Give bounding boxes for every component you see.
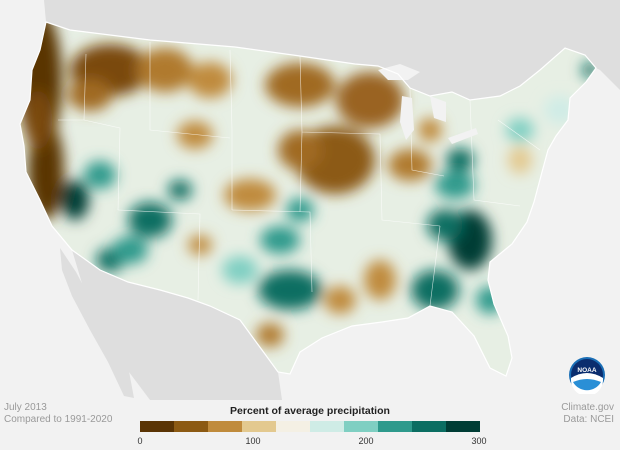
precip-anomaly-patch — [222, 256, 258, 284]
precip-anomaly-patch — [446, 148, 474, 172]
precip-anomaly-patch — [188, 62, 232, 98]
baja-peninsula — [60, 248, 134, 398]
noaa-logo: NOAA — [569, 357, 605, 394]
precip-anomaly-patch — [544, 96, 576, 124]
legend-tick-300: 300 — [471, 436, 487, 446]
precip-anomaly-patch — [388, 149, 432, 181]
footer-left: July 2013 Compared to 1991-2020 — [4, 402, 112, 426]
precip-anomaly-patch — [137, 48, 193, 92]
source-site-label: Climate.gov — [561, 402, 614, 413]
legend-swatch — [140, 421, 175, 432]
precip-anomaly-patch — [128, 202, 172, 238]
precip-anomaly-patch — [260, 226, 300, 254]
lake-huron — [430, 96, 446, 122]
precip-anomaly-patch — [168, 180, 192, 200]
precip-anomaly-patch — [68, 79, 112, 111]
source-data-label: Data: NCEI — [563, 414, 614, 425]
lake-superior — [378, 64, 420, 80]
legend-tick-0: 0 — [137, 436, 143, 446]
precip-anomaly-patch — [258, 270, 322, 310]
footer-right: Climate.gov Data: NCEI — [561, 402, 614, 426]
legend-swatch — [242, 421, 277, 432]
legend-swatch — [378, 421, 413, 432]
precip-anomaly-patch — [177, 121, 213, 149]
legend-swatch — [344, 421, 379, 432]
canada-landmass — [0, 0, 620, 100]
legend-title: Percent of average precipitation — [230, 405, 390, 417]
precip-anomaly-patch — [112, 236, 148, 264]
precip-anomaly-patch — [265, 63, 335, 107]
precip-anomaly-patch — [336, 72, 404, 128]
precip-anomaly-patch — [506, 118, 534, 142]
precip-anomaly-patch — [278, 130, 322, 170]
legend-swatch — [276, 421, 311, 432]
precip-anomaly-patch — [427, 209, 463, 241]
legend-tick-200: 200 — [358, 436, 374, 446]
legend-swatch — [412, 421, 447, 432]
legend-swatch — [446, 421, 480, 432]
lake-erie — [448, 128, 478, 144]
legend-swatch — [174, 421, 209, 432]
precipitation-map — [0, 0, 620, 400]
precip-anomaly-patch — [411, 270, 459, 310]
precip-anomaly-patch — [24, 90, 52, 150]
precip-anomaly-patch — [84, 161, 116, 189]
precip-anomaly-patch — [324, 286, 356, 314]
svg-text:NOAA: NOAA — [577, 367, 596, 374]
precip-anomaly-patch — [224, 179, 276, 211]
precip-anomaly-patch — [418, 118, 442, 142]
legend-swatch — [208, 421, 243, 432]
precip-anomaly-patch — [364, 260, 396, 300]
legend-color-bar — [140, 421, 480, 432]
precip-anomaly-patch — [508, 146, 532, 174]
date-label: July 2013 — [4, 402, 47, 413]
legend-swatch — [310, 421, 345, 432]
precip-anomaly-patch — [256, 323, 284, 347]
precip-anomaly-patch — [435, 171, 475, 199]
legend-tick-100: 100 — [245, 436, 261, 446]
baseline-label: Compared to 1991-2020 — [4, 414, 113, 425]
lake-michigan — [400, 96, 414, 140]
precip-anomaly-patch — [188, 235, 212, 255]
precip-anomaly-patch — [61, 180, 89, 220]
